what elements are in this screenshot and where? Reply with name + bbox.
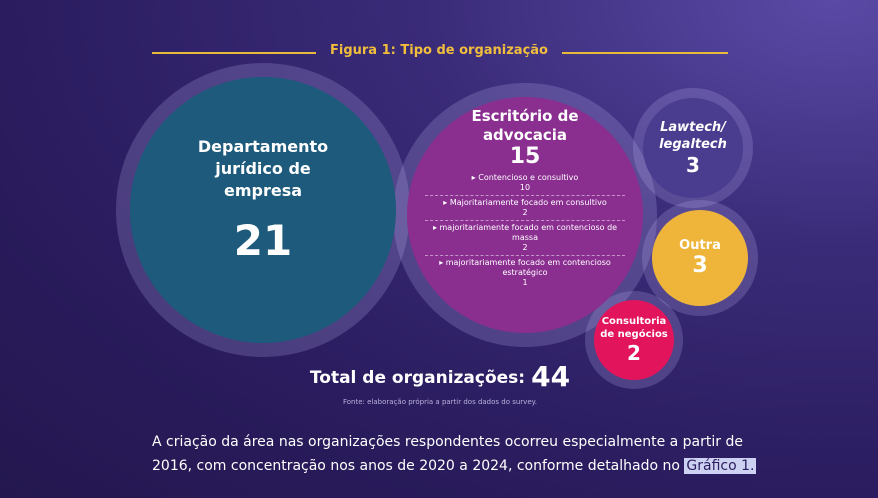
bubble-value: 3 xyxy=(686,153,700,177)
bubble: Outra 3 xyxy=(652,210,748,306)
item-label: Contencioso e consultivo xyxy=(425,173,625,183)
breakdown-item: majoritariamente focado em contencioso e… xyxy=(425,256,625,290)
bubble: Consultoria de negócios 2 xyxy=(594,300,674,380)
item-value: 2 xyxy=(522,208,528,217)
item-value: 1 xyxy=(522,278,528,287)
figure-title: Figura 1: Tipo de organização xyxy=(330,43,548,58)
total-label: Total de organizações: xyxy=(309,368,526,388)
breakdown-item: majoritariamente focado em contencioso d… xyxy=(425,221,625,256)
bubble-label: Escritório de advocacia xyxy=(471,107,579,144)
bubble: Escritório de advocacia 15 Contencioso e… xyxy=(407,97,643,333)
source-note: Fonte: elaboração própria a partir dos d… xyxy=(342,398,538,406)
item-label: Majoritariamente focado em consultivo xyxy=(425,198,625,208)
title-rule xyxy=(562,52,728,54)
bubble-value: 3 xyxy=(692,253,708,278)
bubble-label: Lawtech/ legaltech xyxy=(659,120,727,152)
bubble-label: Departamento jurídico de empresa xyxy=(197,136,329,200)
paragraph-line: 2016, com concentração nos anos de 2020 … xyxy=(152,458,757,474)
bubble: Departamento jurídico de empresa 21 xyxy=(130,77,396,343)
bubble-value: 2 xyxy=(627,341,641,365)
bubble-value: 21 xyxy=(233,215,293,265)
total-value: 44 xyxy=(531,360,571,393)
paragraph-text: 2016, com concentração nos anos de 2020 … xyxy=(152,458,680,474)
item-value: 10 xyxy=(519,183,531,192)
title-rule xyxy=(152,52,316,54)
item-value: 2 xyxy=(522,243,528,252)
bubble-value: 15 xyxy=(509,144,541,169)
total: Total de organizações: 44 xyxy=(240,360,640,393)
bubble-label: Outra xyxy=(679,238,721,253)
paragraph-line: A criação da área nas organizações respo… xyxy=(152,434,743,450)
bubble-label: Consultoria de negócios xyxy=(600,316,668,340)
item-label: majoritariamente focado em contencioso d… xyxy=(425,223,625,243)
item-label: majoritariamente focado em contencioso e… xyxy=(425,258,625,278)
bubble: Lawtech/ legaltech 3 xyxy=(643,98,743,198)
figure-link[interactable]: Gráfico 1. xyxy=(684,458,757,474)
